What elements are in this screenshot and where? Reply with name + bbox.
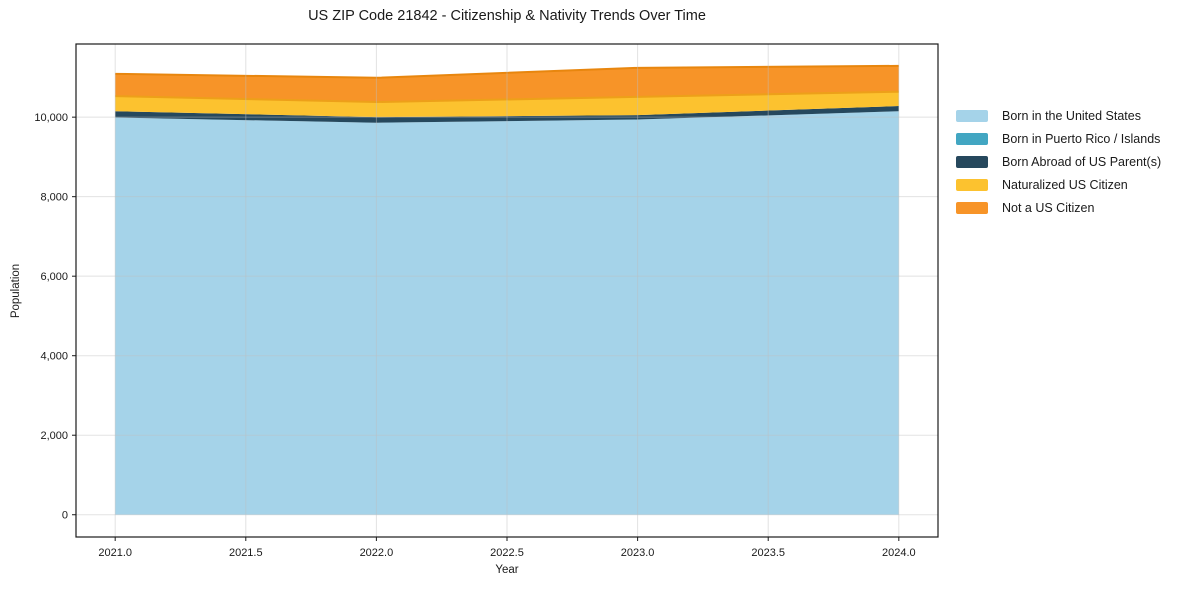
- y-tick-label: 4,000: [40, 351, 68, 363]
- x-tick-label: 2022.0: [360, 547, 394, 559]
- y-tick-label: 8,000: [40, 192, 68, 204]
- area-born-abroad-of-us-parent-s: [115, 106, 899, 123]
- area-not-a-us-citizen: [115, 65, 899, 103]
- legend-item-born-in-the-united-states: Born in the United States: [956, 104, 1161, 127]
- legend-item-not-a-us-citizen: Not a US Citizen: [956, 196, 1161, 219]
- y-tick-label: 0: [62, 510, 68, 522]
- x-tick-label: 2024.0: [882, 547, 916, 559]
- legend-label: Born in the United States: [1002, 108, 1141, 123]
- legend-label: Born in Puerto Rico / Islands: [1002, 131, 1161, 146]
- area-edge-naturalized-us-citizen: [115, 90, 899, 104]
- x-tick-label: 2021.0: [98, 547, 132, 559]
- legend-label: Not a US Citizen: [1002, 200, 1095, 215]
- legend-item-naturalized-us-citizen: Naturalized US Citizen: [956, 173, 1161, 196]
- legend-item-born-in-puerto-rico-islands: Born in Puerto Rico / Islands: [956, 127, 1161, 150]
- legend-swatch-born-in-the-united-states: [956, 109, 988, 122]
- y-tick-label: 6,000: [40, 271, 68, 283]
- legend: Born in the United States Born in Puerto …: [956, 104, 1161, 219]
- x-tick-label: 2023.5: [751, 547, 785, 559]
- legend-label: Naturalized US Citizen: [1002, 177, 1128, 192]
- area-naturalized-us-citizen: [115, 91, 899, 118]
- x-tick-label: 2021.5: [229, 547, 263, 559]
- y-axis-label: Population: [10, 263, 22, 319]
- x-tick-label: 2022.5: [490, 547, 524, 559]
- chart-title: US ZIP Code 21842 - Citizenship & Nativi…: [308, 8, 706, 24]
- legend-swatch-not-a-us-citizen: [956, 201, 988, 214]
- legend-swatch-born-in-puerto-rico-islands: [956, 132, 988, 145]
- legend-swatch-born-abroad-of-us-parent-s: [956, 155, 988, 168]
- legend-swatch-naturalized-us-citizen: [956, 178, 988, 191]
- x-tick-label: 2023.0: [621, 547, 655, 559]
- y-tick-label: 2,000: [40, 430, 68, 442]
- legend-label: Born Abroad of US Parent(s): [1002, 154, 1162, 169]
- x-axis-label: Year: [495, 564, 519, 576]
- y-tick-label: 10,000: [34, 112, 68, 124]
- area-edge-not-a-us-citizen: [115, 64, 899, 79]
- legend-item-born-abroad-of-us-parent-s: Born Abroad of US Parent(s): [956, 150, 1161, 173]
- area-born-in-the-united-states: [115, 111, 899, 515]
